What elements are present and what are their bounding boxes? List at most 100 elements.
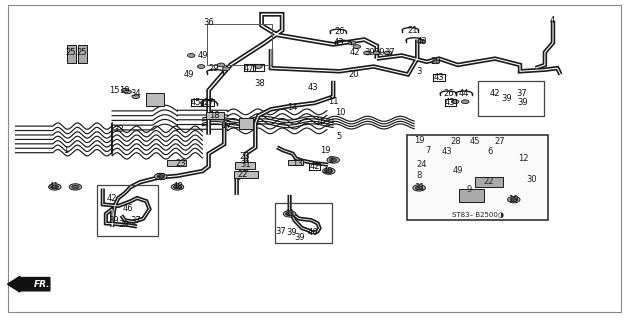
Bar	[235, 162, 255, 169]
Circle shape	[373, 51, 381, 55]
Circle shape	[222, 67, 230, 71]
Circle shape	[174, 185, 181, 189]
Text: 45: 45	[191, 99, 201, 108]
FancyArrow shape	[8, 276, 50, 292]
Circle shape	[462, 100, 469, 104]
Text: 19: 19	[120, 86, 130, 95]
Text: 47: 47	[244, 64, 254, 73]
Text: 14: 14	[287, 103, 298, 112]
Text: 33: 33	[113, 125, 124, 134]
Circle shape	[508, 196, 520, 203]
Text: 6: 6	[487, 147, 493, 156]
Text: 22: 22	[484, 177, 494, 186]
Text: 30: 30	[526, 174, 537, 183]
Circle shape	[171, 184, 184, 190]
Circle shape	[327, 157, 340, 163]
Text: 9: 9	[466, 185, 472, 194]
Text: 39: 39	[364, 48, 375, 57]
Text: FR.: FR.	[33, 280, 50, 289]
Circle shape	[198, 65, 205, 68]
Circle shape	[384, 51, 392, 55]
Text: 8: 8	[416, 171, 422, 180]
Bar	[67, 45, 76, 63]
Text: 41: 41	[49, 182, 60, 191]
Bar	[474, 177, 503, 187]
Text: 24: 24	[416, 160, 427, 169]
Text: ST83– B2500◑: ST83– B2500◑	[452, 211, 504, 217]
Text: 19: 19	[320, 146, 330, 155]
Text: 41: 41	[284, 209, 295, 218]
Text: 37: 37	[275, 227, 286, 236]
Circle shape	[348, 41, 355, 45]
Text: 19: 19	[508, 195, 519, 204]
Circle shape	[124, 90, 131, 94]
Text: 49: 49	[197, 51, 208, 60]
Text: 43: 43	[308, 83, 318, 92]
Circle shape	[187, 53, 195, 57]
Text: 34: 34	[130, 89, 140, 98]
Circle shape	[48, 184, 61, 190]
Text: 36: 36	[203, 18, 214, 27]
Text: 10: 10	[335, 108, 346, 117]
Text: 39: 39	[294, 233, 305, 242]
Circle shape	[325, 169, 333, 173]
Text: 23: 23	[175, 159, 186, 168]
Text: 16: 16	[315, 117, 326, 126]
Bar	[288, 160, 303, 165]
Text: 49: 49	[184, 70, 194, 79]
Text: 21: 21	[408, 26, 418, 35]
Text: 18: 18	[209, 111, 220, 120]
Text: 43: 43	[434, 73, 444, 82]
Circle shape	[432, 60, 440, 64]
Text: 42: 42	[107, 194, 118, 203]
Text: 32: 32	[155, 173, 166, 182]
Text: 43: 43	[445, 98, 455, 107]
Circle shape	[286, 212, 293, 216]
Text: 27: 27	[495, 137, 505, 146]
Circle shape	[284, 211, 296, 217]
Text: 31: 31	[414, 183, 425, 192]
Circle shape	[413, 185, 425, 191]
Text: 39: 39	[374, 48, 384, 57]
Circle shape	[353, 45, 360, 49]
Text: 44: 44	[459, 89, 469, 98]
Bar	[233, 171, 259, 178]
Text: 26: 26	[334, 27, 345, 36]
Text: 37: 37	[384, 48, 394, 57]
Text: 37: 37	[130, 216, 141, 225]
Text: 39: 39	[518, 99, 528, 108]
Text: 13: 13	[292, 159, 303, 168]
Text: 25: 25	[65, 48, 75, 57]
Text: 26: 26	[443, 89, 454, 98]
Bar	[208, 24, 272, 65]
Text: 19: 19	[414, 137, 425, 146]
Circle shape	[69, 184, 82, 190]
Text: 43: 43	[416, 37, 427, 46]
Text: 20: 20	[431, 57, 441, 66]
Text: 43: 43	[334, 38, 345, 47]
Text: 1: 1	[63, 146, 68, 155]
Bar	[238, 118, 253, 129]
Text: 39: 39	[501, 94, 511, 103]
Circle shape	[157, 175, 164, 178]
Text: 12: 12	[518, 154, 528, 163]
Text: 49: 49	[452, 166, 463, 175]
Text: 31: 31	[241, 160, 252, 169]
Circle shape	[218, 63, 225, 67]
Circle shape	[418, 39, 425, 43]
Text: 40: 40	[323, 167, 333, 176]
Text: 37: 37	[516, 89, 526, 98]
Text: 17: 17	[221, 121, 231, 130]
Text: 23: 23	[240, 152, 250, 161]
Circle shape	[364, 51, 371, 55]
Circle shape	[330, 158, 337, 162]
Circle shape	[155, 173, 167, 180]
Text: 39: 39	[109, 216, 120, 225]
Bar	[97, 185, 158, 236]
Text: 48: 48	[172, 182, 183, 191]
Text: 29: 29	[208, 64, 219, 73]
Text: 2: 2	[328, 156, 333, 164]
Text: 42: 42	[490, 89, 500, 98]
Text: 11: 11	[328, 97, 338, 106]
Text: 3: 3	[416, 67, 422, 76]
